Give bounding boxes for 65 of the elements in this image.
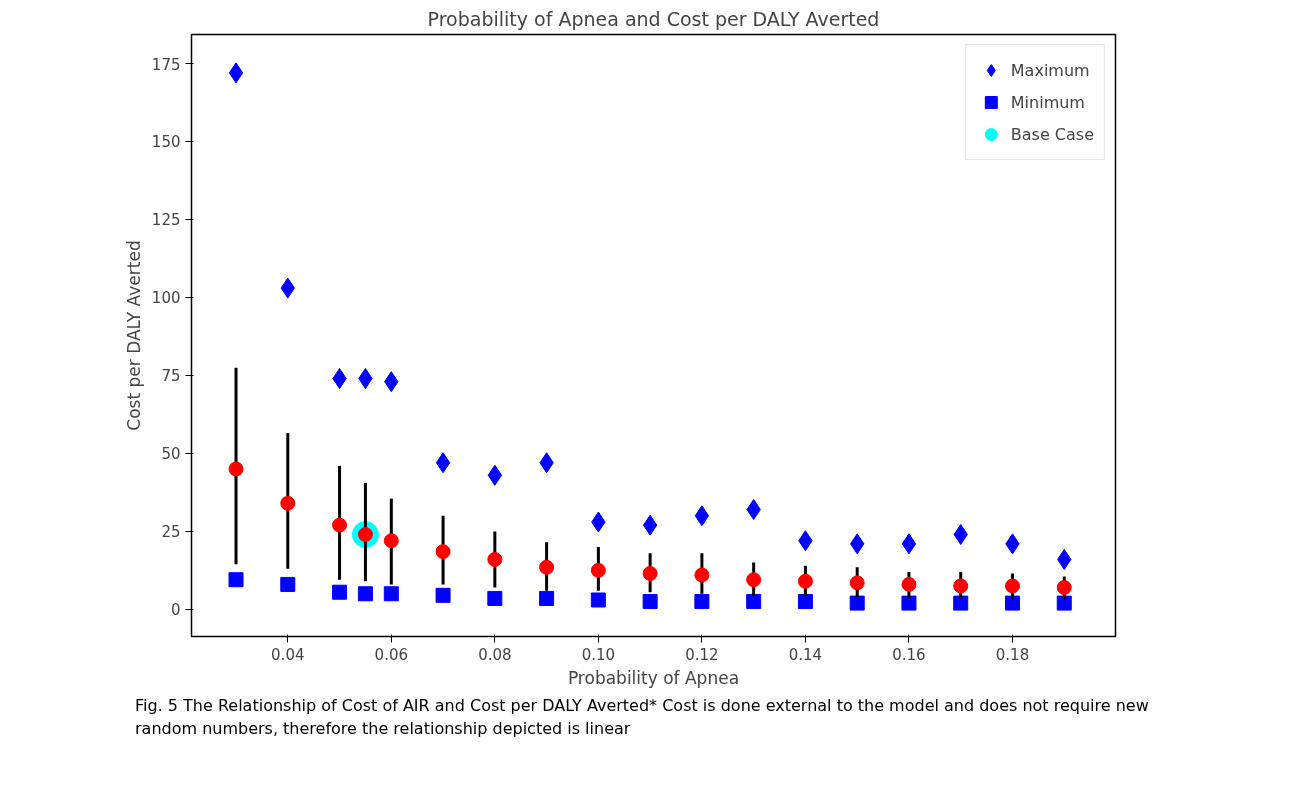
point [746,594,762,610]
y-tick-label: 125 [151,211,181,230]
point [228,461,244,477]
point [332,584,348,600]
point [383,586,399,602]
point [694,594,710,610]
point [849,595,865,611]
point [539,559,555,575]
point [383,533,399,549]
point [357,586,373,602]
point [435,587,451,603]
point [953,524,968,545]
y-tick-label: 75 [161,367,181,386]
point [953,578,969,594]
chart-title: Probability of Apnea and Cost per DALY Averted [427,7,880,30]
legend-label: Base Case [1010,124,1094,144]
point [435,544,451,560]
point [901,576,917,592]
point [487,590,503,606]
point [642,566,658,581]
legend-label: Maximum [1010,60,1090,80]
point [901,595,917,611]
point [746,572,762,588]
legend-label: Minimum [1010,92,1085,112]
caption: Fig. 5 The Relationship of Cost of AIR and Cost per DALY Averted* Cost is done external to the model and does not require new random numbers, therefore the relationship depicted is linear [135,695,1150,740]
y-tick-label: 0 [170,601,181,620]
point [280,495,296,511]
y-axis-title: Cost per DALY Averted [123,240,144,431]
point [797,573,813,589]
point [849,575,865,591]
x-tick-label: 0.10 [581,645,616,664]
point [228,62,244,84]
x-tick-label: 0.14 [788,645,823,664]
point [435,452,451,474]
point [1004,578,1020,594]
point [797,594,813,610]
y-tick-label: 100 [151,289,181,308]
x-tick-label: 0.18 [995,645,1030,664]
x-tick-label: 0.16 [892,645,926,664]
point [1056,595,1072,611]
point [901,533,917,555]
point [228,572,244,588]
point [487,551,503,567]
y-tick-label: 50 [161,445,181,464]
point [953,595,969,611]
point [590,592,606,608]
point [487,464,503,486]
point [694,505,710,527]
x-tick-label: 0.12 [685,645,719,664]
point [694,567,710,583]
x-axis-title: Probability of Apnea [567,667,740,688]
x-tick-label: 0.08 [478,645,512,664]
y-tick-label: 25 [161,523,181,542]
x-tick-label: 0.06 [374,645,409,664]
point [590,562,606,578]
point [539,590,555,606]
y-tick-label: 150 [151,133,181,152]
point [642,514,658,536]
x-tick-label: 0.04 [271,645,305,664]
point [1056,580,1072,596]
point [1004,595,1020,611]
point [642,594,658,610]
point [280,576,296,592]
point [332,517,348,533]
y-tick-label: 175 [151,55,181,74]
